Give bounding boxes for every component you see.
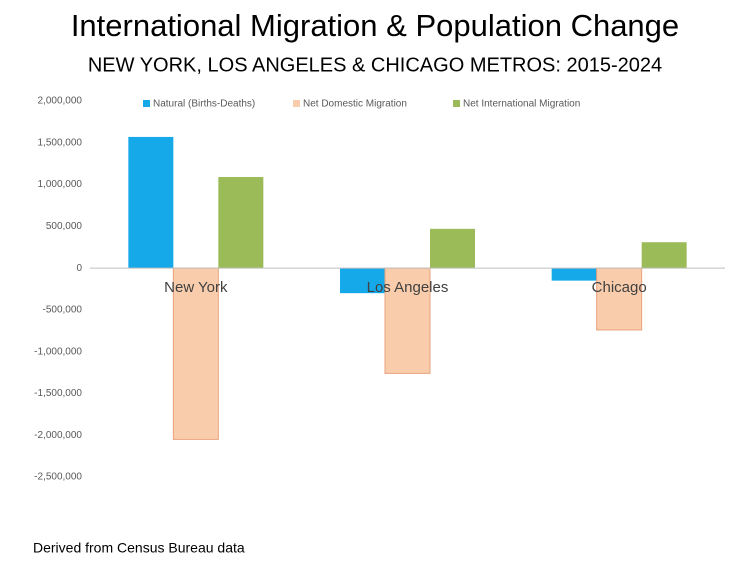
y-tick-label: -1,500,000 xyxy=(34,388,82,399)
source-note: Derived from Census Bureau data xyxy=(33,540,245,556)
legend-swatch xyxy=(453,100,460,107)
chart-title: International Migration & Population Cha… xyxy=(71,8,679,43)
legend-label: Natural (Births-Deaths) xyxy=(153,99,255,110)
y-tick-label: 1,500,000 xyxy=(38,137,83,148)
legend-swatch xyxy=(143,100,150,107)
y-tick-label: -1,000,000 xyxy=(34,346,82,357)
y-tick-label: -2,500,000 xyxy=(34,472,82,483)
bar xyxy=(641,242,687,269)
y-tick-label: 2,000,000 xyxy=(38,96,83,107)
y-tick-label: -500,000 xyxy=(43,305,83,316)
x-tick-label: Chicago xyxy=(592,279,647,296)
bar xyxy=(430,228,475,269)
legend-label: Net International Migration xyxy=(463,99,580,110)
bar xyxy=(218,177,264,269)
chart-subtitle: NEW YORK, LOS ANGELES & CHICAGO METROS: … xyxy=(88,54,662,76)
bar xyxy=(596,267,643,331)
y-tick-label: 1,000,000 xyxy=(38,179,83,190)
x-tick-label: Los Angeles xyxy=(367,279,449,296)
y-tick-label: 500,000 xyxy=(46,221,83,232)
x-tick-label: New York xyxy=(164,279,228,296)
bar xyxy=(172,267,219,440)
legend-swatch xyxy=(293,100,300,107)
legend-label: Net Domestic Migration xyxy=(303,99,407,110)
bar xyxy=(128,136,174,269)
bar xyxy=(340,268,385,294)
y-tick-label: -2,000,000 xyxy=(34,430,82,441)
bar xyxy=(551,268,597,281)
y-tick-label: 0 xyxy=(76,263,82,274)
